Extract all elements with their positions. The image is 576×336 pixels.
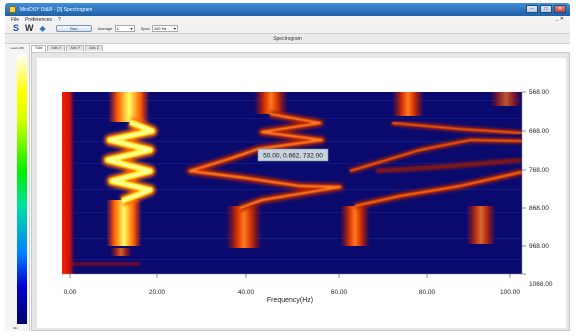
menu-file[interactable]: File: [11, 16, 20, 23]
tab-axis-x[interactable]: Axis X: [47, 45, 66, 51]
tooltip-text: 50.00, 0.662, 732.00: [263, 153, 323, 160]
x-axis-label: Frequency(Hz): [267, 297, 313, 304]
w-button[interactable]: W: [25, 23, 34, 33]
tab-axis-z[interactable]: Axis Z: [85, 45, 103, 51]
third-harmonic-column: [340, 169, 522, 246]
y-tick-label: 868.00: [529, 205, 549, 212]
maximize-button[interactable]: □: [540, 5, 552, 13]
fourth-harmonic-column: [349, 92, 522, 174]
close-button[interactable]: ✕: [554, 5, 566, 13]
average-label: Average: [97, 25, 113, 31]
x-tick-label: 60.00: [331, 289, 348, 296]
x-tick-label: 20.00: [149, 289, 166, 296]
channel-tabs: Total Axis X Axis Y Axis Z: [31, 45, 103, 52]
second-harmonic-column: [186, 92, 344, 248]
panel-title: Spectrogram: [5, 34, 570, 44]
y-tick-label: 968.00: [529, 243, 549, 250]
low-frequency-band: [62, 92, 76, 274]
span-label: Span: [140, 25, 150, 31]
menu-preferences[interactable]: Preferences: [25, 16, 53, 23]
x-tick-label: 80.00: [419, 289, 436, 296]
tab-total[interactable]: Total: [31, 45, 47, 52]
color-scale-min-label: Min: [13, 326, 18, 330]
mdi-controls[interactable]: _ ✕: [555, 16, 564, 22]
title-bar: MiniDSY Dt&B - [3] Spectrogram – □ ✕: [5, 3, 570, 16]
level-label: Level (dB): [10, 46, 24, 50]
y-tick-label: 768.00: [529, 167, 549, 174]
fifth-harmonic-column: [466, 92, 522, 244]
x-tick-label: 0.00: [64, 289, 77, 296]
x-axis: 0.00 20.00 40.00 60.00 80.00 100.00 Freq…: [62, 273, 522, 304]
y-tick-label: 1068.00: [529, 281, 553, 288]
x-tick-label: 100.00: [500, 289, 520, 296]
tab-axis-y[interactable]: Axis Y: [66, 45, 85, 51]
color-scale-bar: [17, 54, 27, 324]
y-tick-label: 668.00: [529, 128, 549, 135]
minimize-button[interactable]: –: [526, 5, 538, 13]
window-title: MiniDSY Dt&B - [3] Spectrogram: [20, 6, 93, 13]
level-sidebar: Level (dB) Min: [5, 44, 30, 331]
menu-help[interactable]: ?: [58, 16, 61, 23]
average-select[interactable]: 1: [114, 24, 135, 32]
bottom-streak: [70, 262, 140, 266]
y-tick-label: 568.00: [529, 89, 549, 96]
dominant-harmonic-column: [102, 92, 158, 256]
x-tick-label: 40.00: [238, 289, 255, 296]
span-select[interactable]: 100 Hz: [151, 24, 178, 32]
toolbar: S W ◆ Run Average 1 Span 100 Hz: [5, 23, 570, 34]
run-button[interactable]: Run: [55, 24, 92, 32]
cursor-tooltip: 50.00, 0.662, 732.00: [257, 148, 329, 162]
app-icon: [9, 6, 16, 13]
menu-bar: File Preferences ? _ ✕: [5, 16, 570, 23]
s-button[interactable]: S: [13, 23, 20, 33]
y-axis: 568.00 668.00 768.00 868.00 968.00 1068.…: [521, 89, 553, 288]
diamond-icon[interactable]: ◆: [39, 23, 46, 33]
